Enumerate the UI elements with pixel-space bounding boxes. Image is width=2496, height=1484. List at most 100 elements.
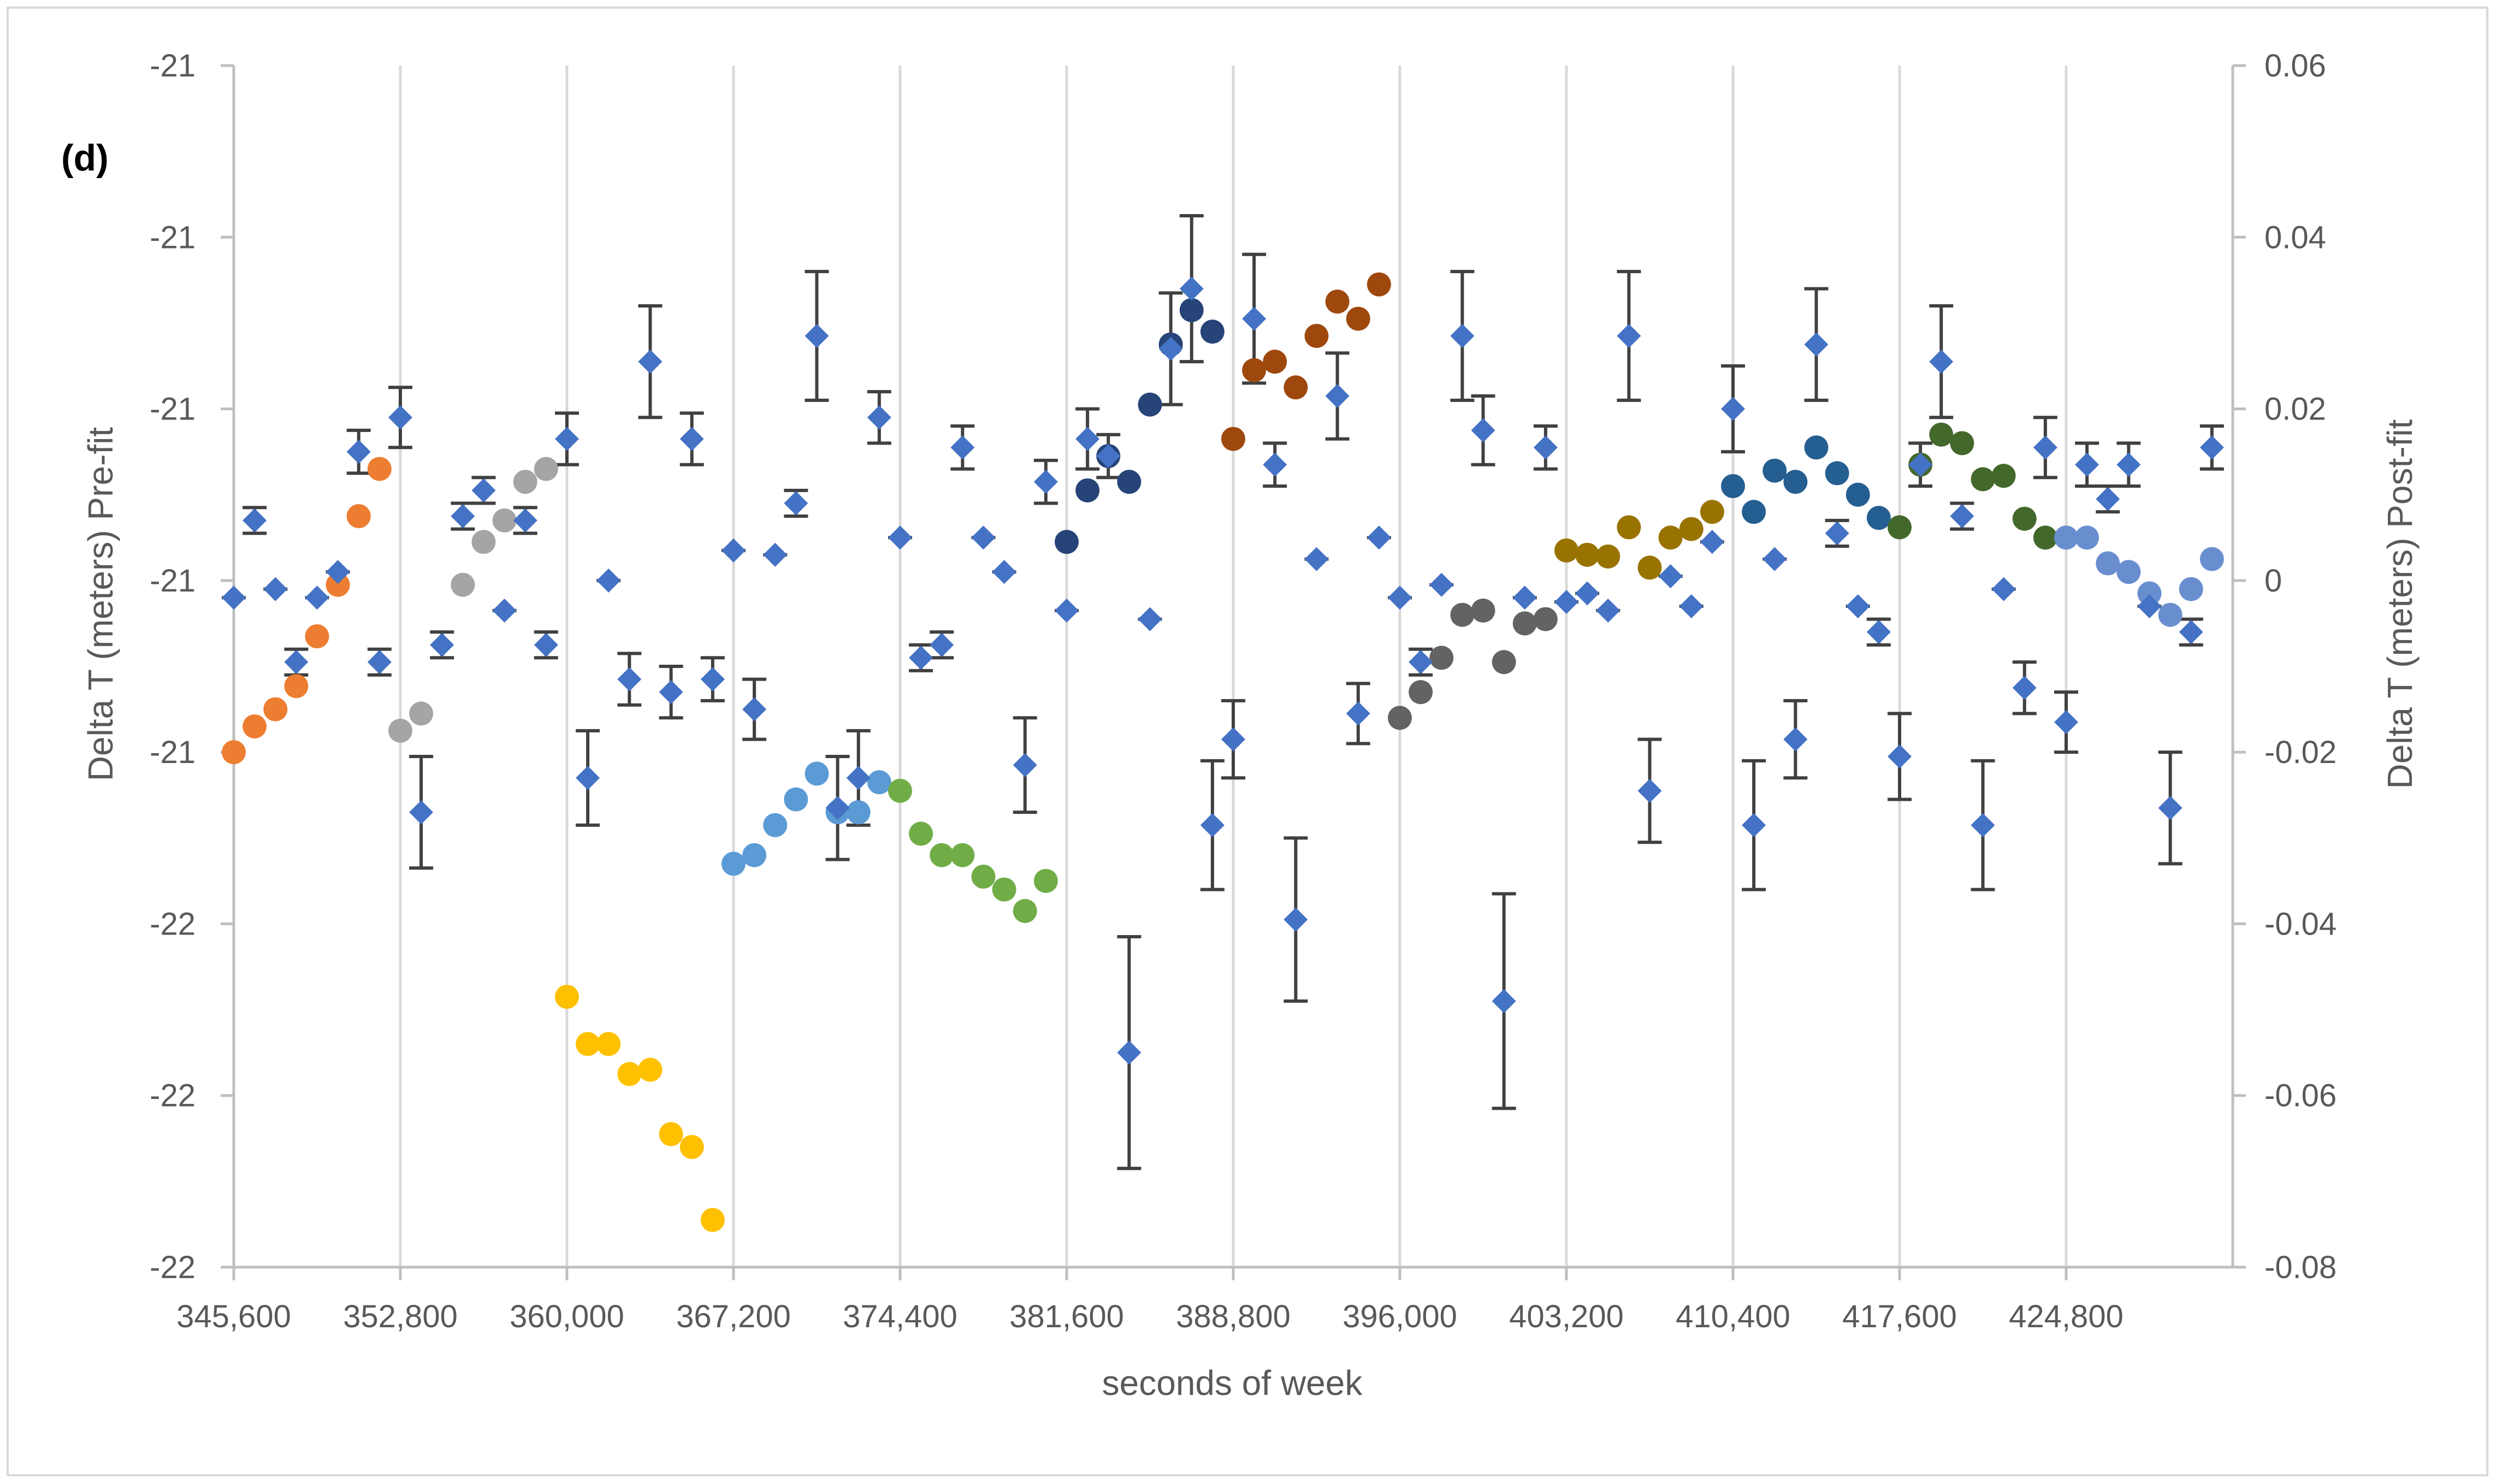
pre-fit-point [388,405,412,430]
post-fit-point [388,718,412,743]
pre-fit-point [2033,435,2057,460]
pre-fit-point [326,560,350,584]
post-fit-point [1409,680,1433,705]
post-fit-point [492,508,517,533]
y-right-tick-label: -0.06 [2264,1078,2337,1114]
post-fit-point [742,843,767,867]
post-fit-point [1804,435,1829,460]
pre-fit-point [2116,452,2141,477]
pre-fit-point [1284,907,1308,932]
pre-fit-point [534,632,558,657]
pre-fit-point [305,586,329,610]
pre-fit-point [1055,598,1079,623]
y-right-tick-label: -0.08 [2264,1250,2337,1285]
pre-fit-point [576,766,600,790]
pre-fit-point [1492,989,1516,1013]
pre-fit-point [846,766,871,790]
pre-fit-point [1846,594,1870,618]
pre-fit-point [1617,324,1641,348]
pre-fit-point [513,508,537,533]
pre-fit-point [1367,525,1391,550]
tick-labels: 345,600 352,800 360,000 367,200 374,400 381,6… [150,48,2337,1334]
pre-fit-point [950,435,975,460]
post-fit-point [1013,898,1037,923]
post-fit-point [1200,320,1225,344]
pre-fit-point [638,350,663,374]
pre-fit-point [367,650,392,675]
x-tick-label: 396,000 [1342,1299,1457,1334]
post-fit-point [222,740,246,765]
post-fit-point [1825,461,1849,486]
post-fit-point [1284,375,1308,400]
pre-fit-point [763,542,788,567]
post-fit-point [846,800,871,825]
post-fit-point [1971,467,1995,492]
x-tick-label: 374,400 [843,1299,957,1334]
pre-fit-point [805,324,829,348]
pre-fit-point [596,568,621,593]
y-right-tick-label: 0.06 [2264,48,2326,84]
pre-fit-point [1637,778,1662,803]
y-right-tick-label: 0.04 [2264,220,2326,255]
pre-fit-point [1409,650,1433,675]
post-fit-point [1533,607,1558,631]
post-fit-point [513,470,537,494]
y-right-tick-label: 0 [2264,563,2282,599]
x-tick-label: 352,800 [343,1299,458,1334]
post-fit-point [534,457,558,481]
pre-fit-point [1658,564,1683,588]
post-fit-point [346,504,371,528]
post-fit-point [971,865,996,889]
y-right-tick-label: 0.02 [2264,392,2326,427]
pre-fit-point [2075,452,2099,477]
post-fit-point [451,572,475,597]
pre-fit-point [1429,572,1454,597]
y-left-tick-label: -22 [150,1078,196,1114]
post-fit-point [326,572,350,597]
pre-fit-point [1700,530,1724,554]
pre-fit-point [1825,521,1849,546]
post-fit-point [1762,458,1787,483]
post-fit-point [1950,431,1974,456]
post-fit-point [305,624,329,648]
pre-fit-point [1866,620,1891,645]
post-fit-point [2158,602,2182,627]
post-fit-point [1325,289,1350,314]
post-fit-point [1492,650,1516,675]
pre-fit-point [1950,504,1974,528]
pre-fit-point [867,405,891,430]
pre-fit-point [679,427,704,451]
post-fit-point [596,1032,621,1056]
pre-fit-point [284,650,309,675]
x-tick-label: 424,800 [2009,1299,2124,1334]
pre-fit-point [909,646,933,670]
pre-fit-point [222,586,246,610]
post-fit-point [1721,474,1745,498]
pre-fit-point [1762,547,1787,571]
post-fit-point [1179,298,1204,322]
post-fit-point [763,813,788,837]
pre-fit-point [1117,1040,1141,1065]
pre-fit-point [700,667,725,691]
pre-fit-point [930,632,954,657]
pre-fit-point [1471,418,1495,442]
post-fit-point [1637,555,1662,580]
panel-label: (d) [61,137,109,179]
pre-fit-point [1033,470,1058,494]
pre-fit-point [555,427,579,451]
post-fit-point [1221,427,1245,451]
pre-fit-point [1179,276,1204,301]
pre-fit-point [409,800,434,825]
axes [221,64,2246,1280]
y-left-tick-label: -21 [150,735,196,770]
post-fit-point [721,852,746,876]
post-fit-point [1075,478,1100,502]
pre-fit-point [1075,427,1100,451]
post-fit-point [1346,306,1370,331]
post-fit-point [2075,525,2099,550]
error-bars [222,214,2224,1170]
pre-fit-point [2158,796,2182,820]
post-fit-point [867,770,891,795]
x-tick-label: 417,600 [1842,1299,1957,1334]
pre-fit-point [1804,332,1829,357]
